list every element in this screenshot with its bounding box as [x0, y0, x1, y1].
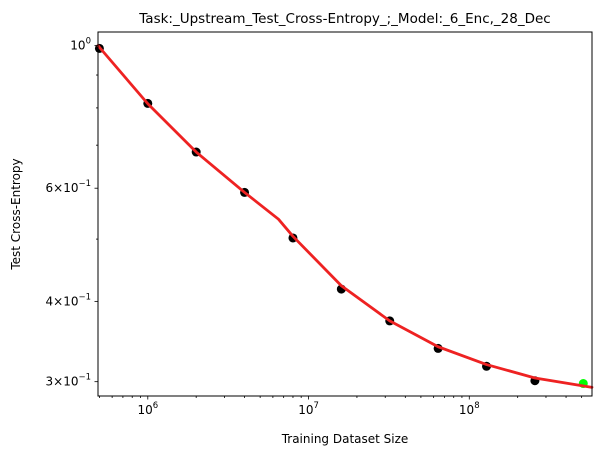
x-axis-label: Training Dataset Size [281, 432, 409, 446]
x-tick-label: 106 [137, 401, 158, 417]
y-axis-label: Test Cross-Entropy [9, 158, 23, 270]
fit-line [96, 44, 594, 389]
y-tick-label: 3×10−1 [45, 373, 91, 389]
y-tick-label: 6×10−1 [45, 179, 91, 195]
y-tick-label: 100 [70, 37, 91, 53]
chart-title: Task:_Upstream_Test_Cross-Entropy_;_Mode… [138, 11, 550, 27]
y-tick-label: 4×10−1 [45, 292, 91, 308]
plot-frame [97, 31, 593, 397]
x-tick-label: 107 [298, 401, 319, 417]
x-tick-label: 108 [459, 401, 480, 417]
